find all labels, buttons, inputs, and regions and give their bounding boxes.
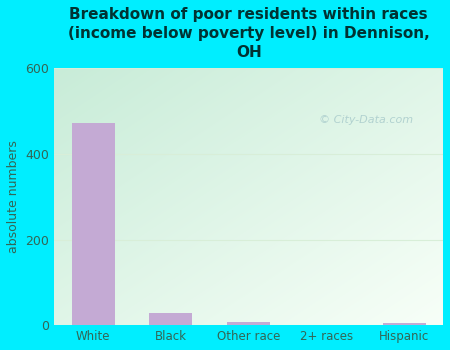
Title: Breakdown of poor residents within races
(income below poverty level) in Denniso: Breakdown of poor residents within races… (68, 7, 429, 60)
Bar (72, 123, 114, 325)
Bar (383, 323, 426, 325)
Bar (149, 313, 192, 325)
Bar (227, 322, 270, 325)
Y-axis label: absolute numbers: absolute numbers (7, 140, 20, 253)
Text: © City-Data.com: © City-Data.com (319, 115, 413, 125)
